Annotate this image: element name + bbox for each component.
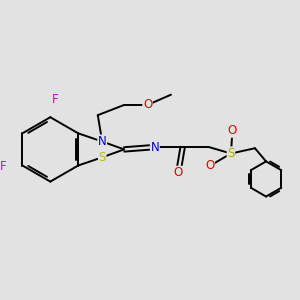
Text: O: O xyxy=(174,166,183,179)
Text: N: N xyxy=(151,141,159,154)
Text: S: S xyxy=(98,151,106,164)
Text: N: N xyxy=(98,135,106,148)
Text: F: F xyxy=(0,160,7,173)
Text: O: O xyxy=(143,98,152,111)
Text: F: F xyxy=(52,93,59,106)
Text: O: O xyxy=(205,159,214,172)
Text: O: O xyxy=(228,124,237,137)
Text: S: S xyxy=(227,147,235,160)
